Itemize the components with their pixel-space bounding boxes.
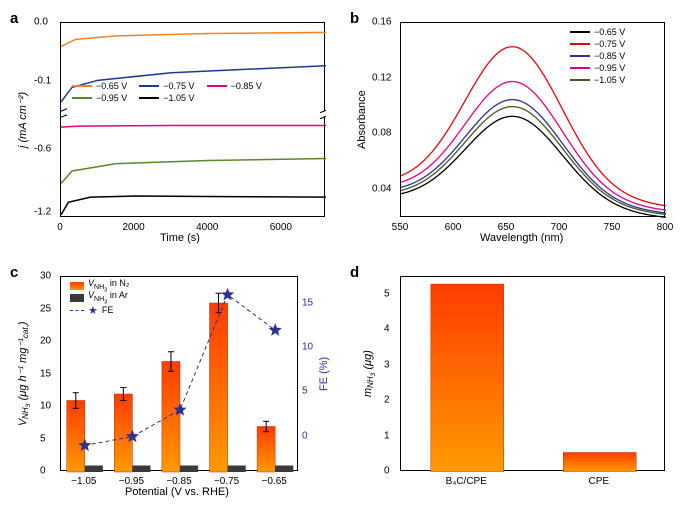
panel-c-xlabel: Potential (V vs. RHE) <box>125 486 229 498</box>
panel-a-label: a <box>10 10 18 27</box>
panel-c-ylabel-right: FE (%) <box>318 344 330 404</box>
panel-d-label: d <box>350 264 359 281</box>
panel-a-xlabel: Time (s) <box>160 232 200 244</box>
panel-b-ylabel: Absorbance <box>356 80 368 160</box>
panel-c: c VNH3 (μg h⁻¹ mg⁻¹cat.) FE (%) Potentia… <box>10 264 335 503</box>
panel-c-ylabel-left: VNH3 (μg h⁻¹ mg⁻¹cat.) <box>16 314 32 434</box>
plot-d-area <box>400 276 665 471</box>
panel-a-ylabel: j (mA cm⁻²) <box>16 70 29 170</box>
panel-b-label: b <box>350 10 359 27</box>
panel-b-xlabel: Wavelength (nm) <box>480 232 563 244</box>
panel-b: b Absorbance Wavelength (nm) 55060065070… <box>350 10 675 249</box>
panel-c-label: c <box>10 264 18 281</box>
plot-a-area <box>60 22 325 217</box>
panel-a: a j (mA cm⁻²) Time (s) 02000400060000.0-… <box>10 10 335 249</box>
panel-d-ylabel: mNH3 (μg) <box>362 344 377 404</box>
figure-grid: a j (mA cm⁻²) Time (s) 02000400060000.0-… <box>10 10 675 503</box>
panel-d: d mNH3 (μg) B₄C/CPECPE012345 <box>350 264 675 503</box>
